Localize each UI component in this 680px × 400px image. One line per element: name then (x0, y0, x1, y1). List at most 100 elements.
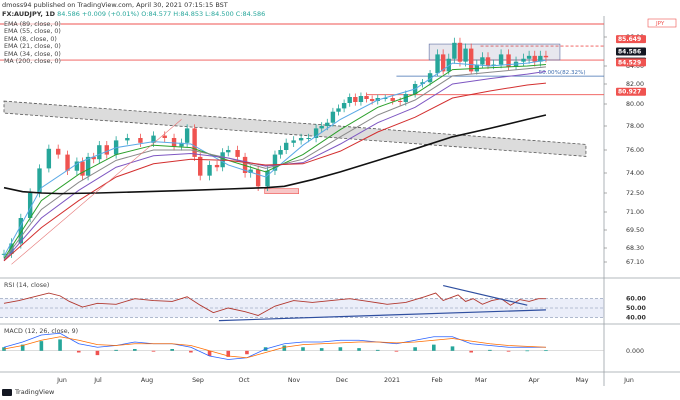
candle-body (440, 54, 446, 72)
fib-label: 50.00%(82.32%) (539, 70, 586, 76)
candle-body (198, 156, 203, 176)
tradingview-logo[interactable]: TradingView (2, 388, 54, 396)
candle-body (446, 58, 451, 72)
rsi-tick-label: 60.00 (626, 296, 647, 303)
x-axis-label: May (575, 377, 588, 384)
candle-body (336, 108, 341, 112)
candle-body (46, 148, 52, 169)
candle-body (341, 103, 347, 109)
macd-histogram-bar (319, 348, 324, 351)
candle-body (383, 98, 388, 99)
price-tick-label: 67.10 (626, 259, 644, 266)
candle-body (235, 150, 240, 157)
candle-body (298, 138, 304, 141)
macd-tick-label: 0.000 (626, 348, 644, 355)
price-tag-label: 84.586 (618, 49, 641, 56)
legend-item[interactable]: EMA (55, close, 0) (4, 28, 61, 36)
candle-body (207, 164, 212, 176)
candle-body (37, 168, 42, 193)
candle-body (1, 253, 7, 255)
candle-body (521, 58, 526, 62)
candle-body (358, 96, 364, 102)
legend-item[interactable]: EMA (34, close, 0) (4, 50, 61, 58)
candle-body (9, 243, 14, 254)
legend-item[interactable]: EMA (21, close, 0) (4, 43, 61, 51)
macd-histogram-bar (525, 350, 530, 352)
ema-34-line (3, 66, 546, 260)
macd-legend[interactable]: MACD (12, 26, close, 9) (4, 328, 79, 335)
x-axis-label: Dec (336, 377, 349, 384)
macd-signal-line (3, 336, 546, 359)
macd-histogram-bar (114, 349, 118, 351)
candle-body (80, 161, 85, 176)
macd-histogram-bar (357, 348, 361, 351)
tradingview-icon (2, 388, 12, 396)
price-tag-label: 85.649 (618, 36, 641, 43)
candle-body (397, 101, 403, 102)
rsi-legend[interactable]: RSI (14, close) (4, 282, 50, 289)
candle-body (353, 97, 358, 102)
price-tick-label: 74.00 (626, 170, 644, 177)
macd-histogram-bar (189, 350, 193, 353)
price-tick-label: 68.30 (626, 245, 644, 252)
rsi-trendline (218, 309, 546, 322)
candle-body (242, 156, 248, 173)
x-axis-label: Jul (93, 377, 102, 384)
ohlc-values: 84.586 +0.009 (+0.01%) O:84.577 H:84.853… (57, 10, 266, 18)
symbol-info: FX:AUDJPY, 1D 84.586 +0.009 (+0.01%) O:8… (2, 10, 265, 18)
candle-body (125, 138, 130, 141)
candle-body (435, 54, 440, 74)
candle-body (27, 193, 33, 218)
legend-item[interactable]: EMA (89, close, 0) (4, 21, 61, 28)
rsi-tick-label: 40.00 (626, 314, 647, 321)
macd-histogram-bar (506, 350, 511, 352)
currency-label: JPY (655, 21, 665, 27)
candle-body (85, 156, 91, 176)
macd-line (3, 332, 546, 360)
rsi-tick-bg (622, 304, 646, 311)
price-tick-label: 71.00 (626, 209, 644, 216)
candle-body (255, 169, 261, 187)
price-tick-label: 78.00 (626, 123, 644, 130)
candle-body (291, 140, 296, 143)
x-axis-label: Apr (529, 377, 540, 384)
candle-body (278, 150, 283, 155)
macd-histogram-bar (488, 349, 492, 351)
candle-body (319, 126, 324, 129)
rsi-tick-bg (622, 294, 646, 302)
macd-histogram-bar (469, 350, 473, 353)
indicator-legend: EMA (89, close, 0) EMA (55, close, 0) EM… (4, 21, 61, 66)
candle-body (468, 48, 474, 72)
candle-body (55, 148, 61, 155)
x-axis-label: Sep (192, 377, 204, 384)
candle-body (18, 218, 24, 244)
price-tag (616, 47, 646, 56)
price-tick-label: 69.50 (626, 227, 644, 234)
candle-body (226, 150, 231, 153)
candle-body (74, 161, 80, 171)
candle-body (364, 96, 369, 99)
x-axis-label: Jun (623, 377, 634, 384)
symbol-name: FX:AUDJPY, 1D (2, 10, 56, 18)
price-tag-label: 80.927 (618, 89, 641, 96)
published-info: dmoss94 published on TradingView.com, Ap… (2, 1, 228, 9)
candle-body (330, 111, 336, 123)
macd-histogram-bar (95, 350, 100, 356)
candle-body (138, 138, 143, 143)
macd-histogram-bar (544, 350, 548, 352)
macd-histogram-bar (133, 349, 137, 351)
legend-item[interactable]: MA (200, close, 0) (4, 58, 61, 66)
macd-histogram-bar (245, 350, 249, 355)
price-tick-label: 76.00 (626, 147, 644, 154)
rsi-tick-label: 50.00 (626, 305, 647, 312)
macd-histogram-bar (394, 350, 399, 352)
candle-body (65, 154, 70, 171)
macd-histogram-bar (226, 350, 231, 357)
candle-body (192, 128, 197, 157)
candle-body (313, 128, 319, 138)
x-axis-label: Oct (239, 377, 250, 384)
candle-body (272, 154, 278, 171)
candle-body (526, 55, 532, 59)
legend-item[interactable]: EMA (8, close, 0) (4, 35, 57, 43)
